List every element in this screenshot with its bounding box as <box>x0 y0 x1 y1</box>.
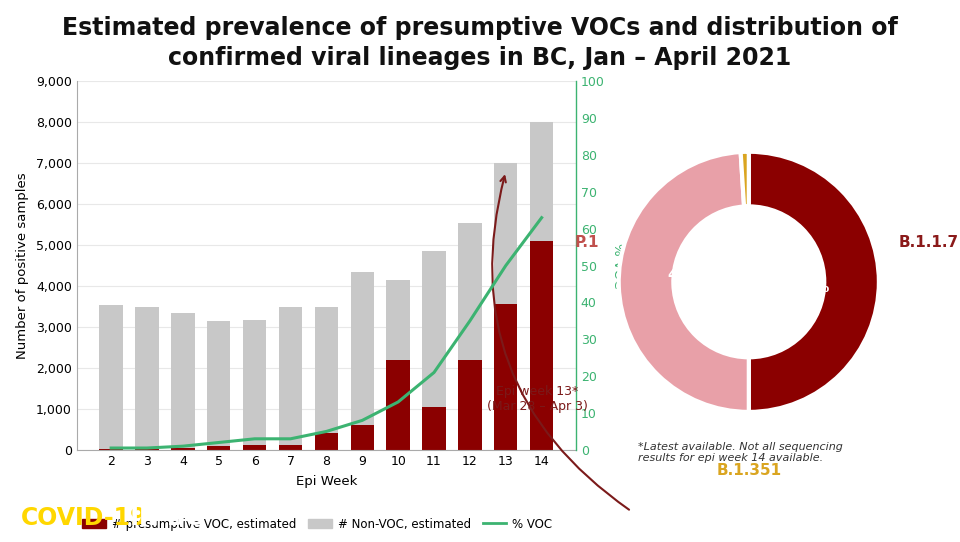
Text: Estimated prevalence of presumptive VOCs and distribution of: Estimated prevalence of presumptive VOCs… <box>62 16 898 40</box>
Bar <box>315 307 338 434</box>
Bar <box>207 321 230 446</box>
Bar <box>422 251 445 407</box>
Text: Epi week 13*
(Mar 28 – Apr 3): Epi week 13* (Mar 28 – Apr 3) <box>487 385 588 413</box>
Bar <box>422 407 445 450</box>
Bar <box>100 449 123 450</box>
Bar <box>100 305 123 449</box>
Bar <box>458 360 482 450</box>
Bar <box>278 307 302 444</box>
Wedge shape <box>740 152 749 207</box>
Bar <box>207 446 230 450</box>
Wedge shape <box>619 152 749 412</box>
Wedge shape <box>749 152 879 412</box>
Bar <box>243 444 266 450</box>
Bar <box>387 360 410 450</box>
Legend: # presumptive VOC, estimated, # Non-VOC, estimated, % VOC: # presumptive VOC, estimated, # Non-VOC,… <box>78 513 557 535</box>
Text: B.1.1.7: B.1.1.7 <box>899 235 958 250</box>
Bar <box>278 444 302 450</box>
X-axis label: Epi Week: Epi Week <box>296 475 357 488</box>
Y-axis label: % VOC: % VOC <box>612 243 624 288</box>
Text: confirmed viral lineages in BC, Jan – April 2021: confirmed viral lineages in BC, Jan – Ap… <box>168 46 792 70</box>
Bar <box>458 223 482 360</box>
Text: B.1.351: B.1.351 <box>716 463 781 478</box>
Text: 50%: 50% <box>797 281 830 295</box>
Bar <box>315 434 338 450</box>
Text: P.1: P.1 <box>575 235 599 250</box>
Bar <box>171 313 195 448</box>
Text: *Latest available. Not all sequencing
results for epi week 14 available.: *Latest available. Not all sequencing re… <box>638 442 843 463</box>
Text: 49%: 49% <box>667 268 701 282</box>
Y-axis label: Number of positive samples: Number of positive samples <box>16 172 29 359</box>
Bar <box>171 448 195 450</box>
Bar <box>494 305 517 450</box>
Text: COVID-19: COVID-19 <box>21 506 148 530</box>
Bar <box>530 122 553 241</box>
Bar <box>530 241 553 450</box>
Bar <box>243 320 266 444</box>
Bar <box>350 425 374 450</box>
Bar <box>494 163 517 305</box>
Bar <box>135 307 158 449</box>
Text: 17: 17 <box>914 508 939 527</box>
Bar <box>350 272 374 425</box>
Bar <box>387 280 410 360</box>
Text: IN BC: IN BC <box>122 506 203 530</box>
Bar <box>135 449 158 450</box>
